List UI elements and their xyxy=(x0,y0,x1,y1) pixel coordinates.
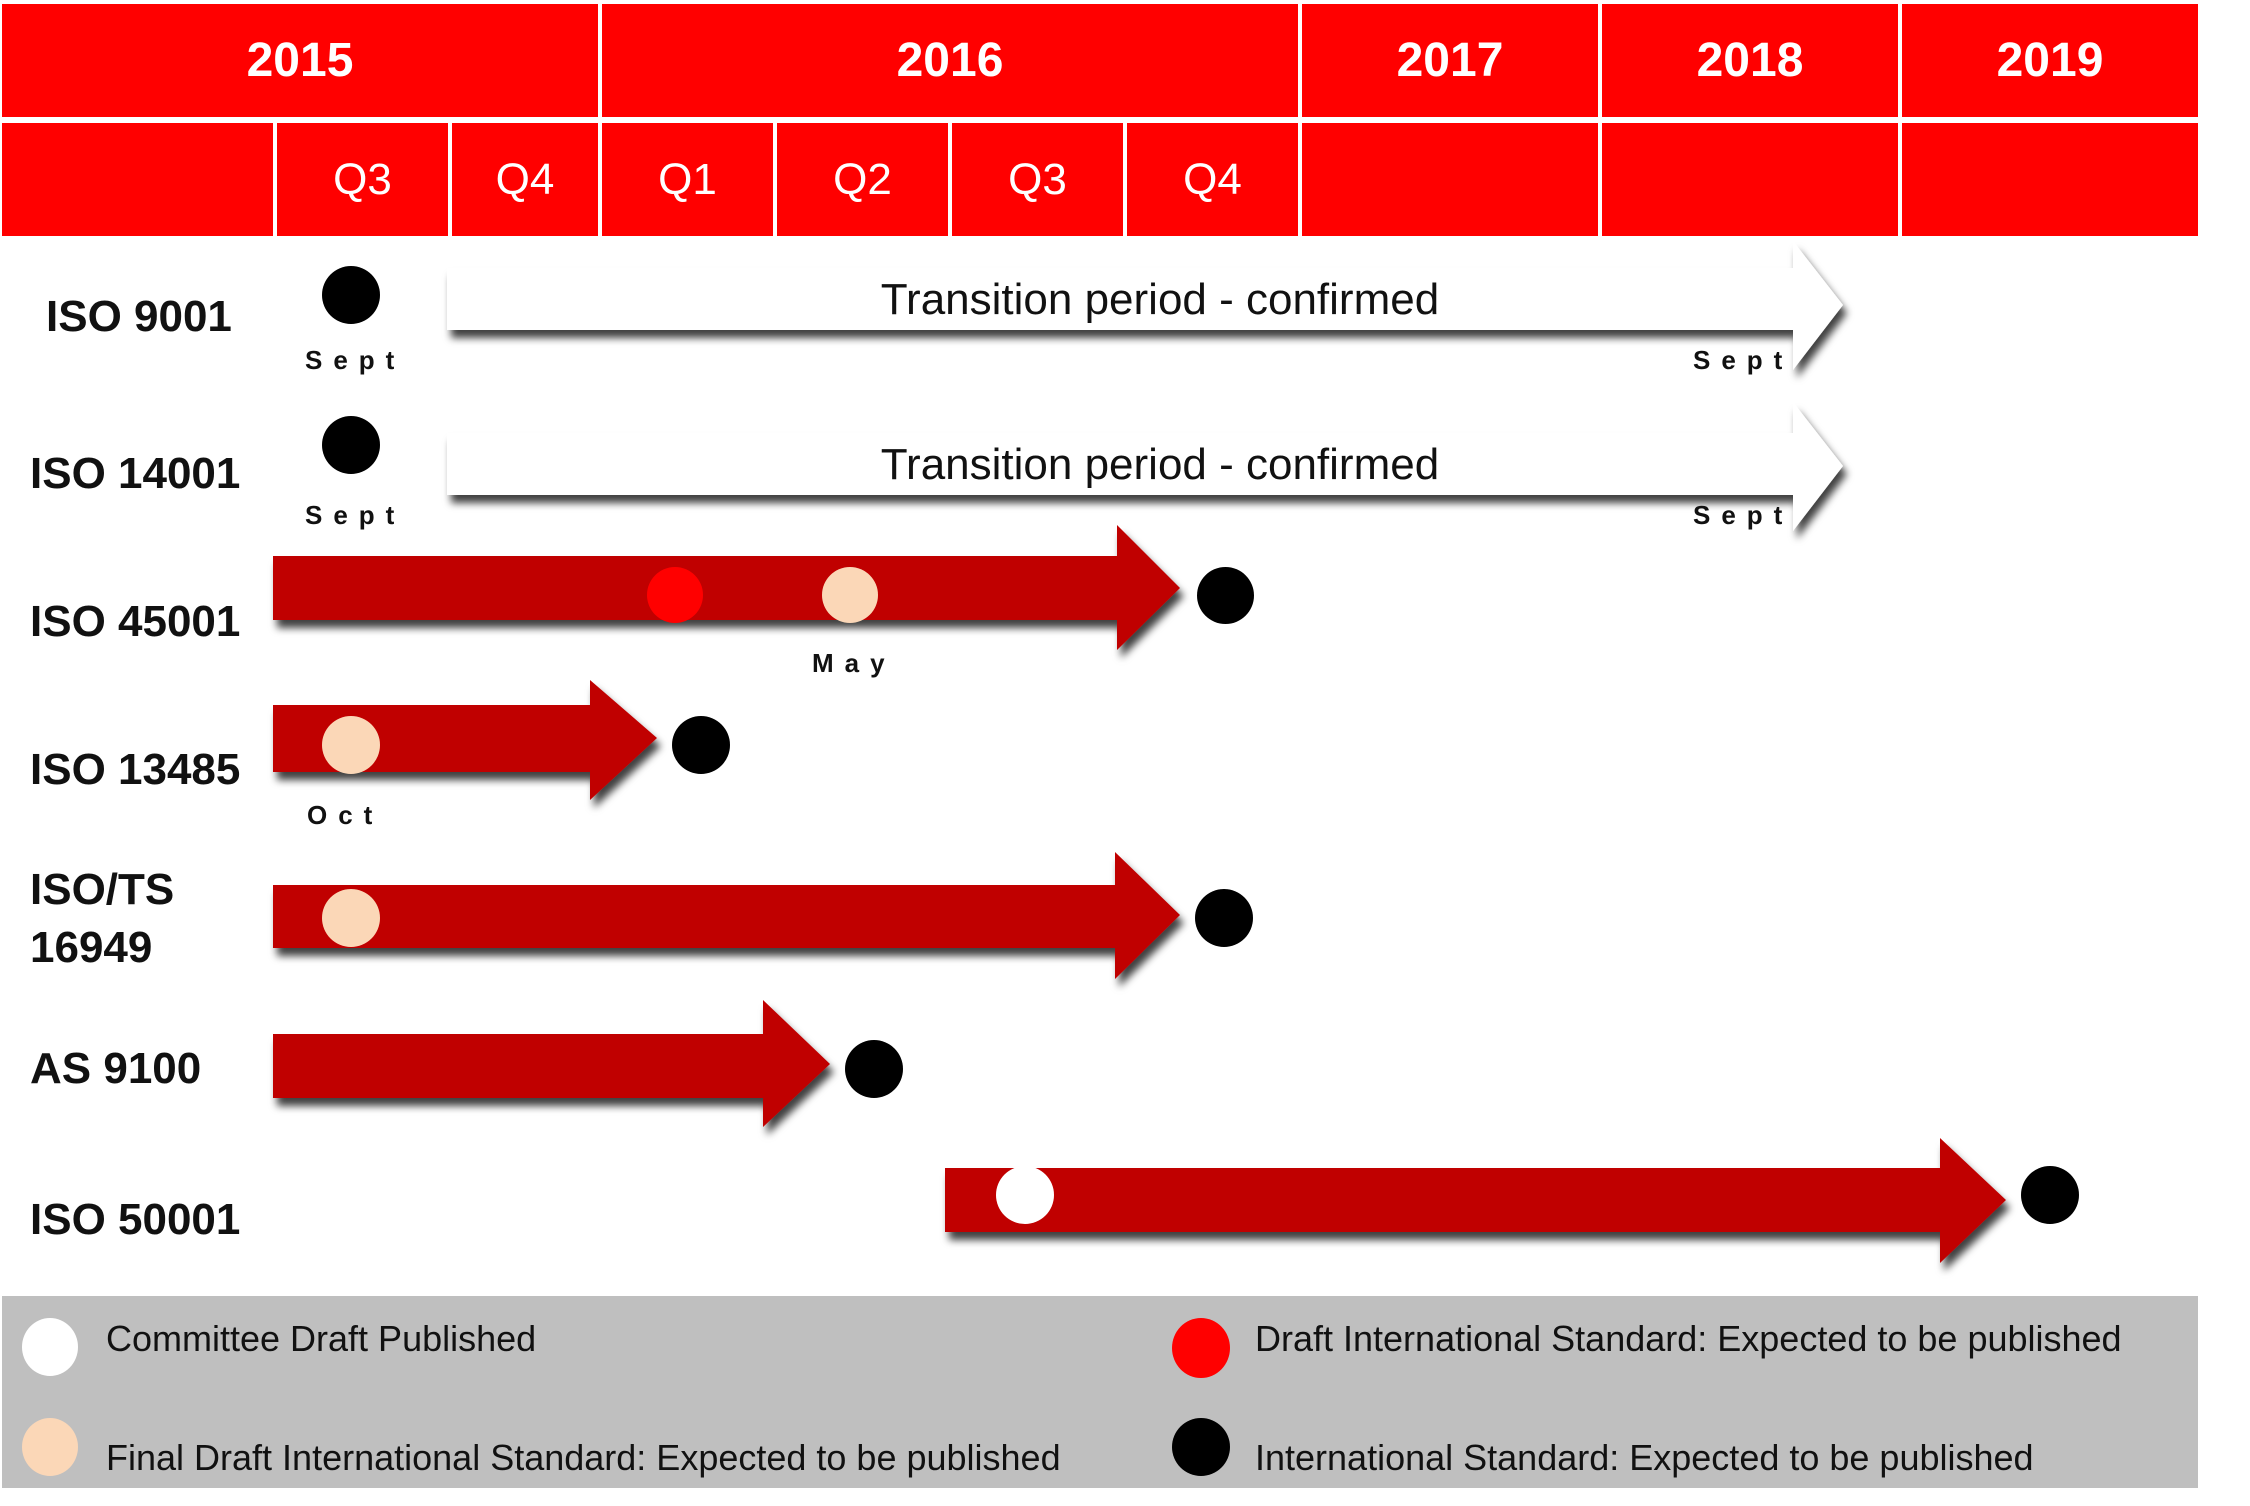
quarter-header-2016-q1: Q1 xyxy=(602,123,773,236)
legend-fdis-icon xyxy=(22,1418,78,1476)
dev-arrow-as-9100 xyxy=(273,1000,830,1127)
year-header-2018: 2018 xyxy=(1602,4,1898,117)
row-label-iso-13485: ISO 13485 xyxy=(30,744,241,794)
legend-fdis-label: Final Draft International Standard: Expe… xyxy=(106,1437,1061,1478)
fdis-dot-iso-13485 xyxy=(322,716,380,774)
quarter-header-2016-q3: Q3 xyxy=(952,123,1123,236)
row-label-iso-50001: ISO 50001 xyxy=(30,1195,241,1244)
quarter-header-2015-q3: Q3 xyxy=(277,123,448,236)
quarter-header-2016-q4: Q4 xyxy=(1127,123,1298,236)
transition-arrow-iso-9001 xyxy=(447,241,1843,370)
date-label-iso-9001-end: Sept xyxy=(1693,345,1794,375)
date-label-iso-13485: Oct xyxy=(307,800,384,830)
quarter-header-2017-blank xyxy=(1302,123,1598,236)
fdis-dot-iso-45001 xyxy=(822,567,878,623)
row-label-iso-9001: ISO 9001 xyxy=(46,292,232,341)
quarter-header-2016-q2: Q2 xyxy=(777,123,948,236)
legend-committee-draft-icon xyxy=(22,1318,78,1376)
dev-arrow-iso-13485 xyxy=(273,680,657,800)
legend-dis-icon xyxy=(1172,1318,1230,1378)
legend-is-icon xyxy=(1172,1418,1230,1476)
cd-dot-iso-50001 xyxy=(996,1166,1054,1224)
date-label-iso-45001: May xyxy=(812,648,896,678)
year-header-2019: 2019 xyxy=(1902,4,2198,117)
fdis-dot-iso-ts-16949 xyxy=(322,889,380,947)
row-label-line1: ISO/TS xyxy=(30,864,175,914)
quarter-header-2019-blank xyxy=(1902,123,2198,236)
dev-arrow-iso-ts-16949 xyxy=(273,852,1180,979)
quarter-header-2015-q4: Q4 xyxy=(452,123,598,236)
row-label-iso-45001: ISO 45001 xyxy=(30,597,241,646)
legend-dis-label: Draft International Standard: Expected t… xyxy=(1255,1318,2122,1359)
dev-arrow-iso-50001 xyxy=(945,1138,2006,1263)
dev-arrow-iso-45001 xyxy=(273,525,1180,650)
is-dot-iso-13485 xyxy=(672,716,730,774)
date-label-iso-14001-end: Sept xyxy=(1693,500,1794,530)
quarter-header-2018-blank xyxy=(1602,123,1898,236)
dis-dot-iso-45001 xyxy=(647,567,703,623)
year-header-2015: 2015 xyxy=(2,4,598,117)
date-label-iso-9001-start: Sept xyxy=(305,345,406,375)
is-dot-as-9100 xyxy=(845,1040,903,1098)
quarter-header-blank xyxy=(2,123,273,236)
transition-text-iso-9001: Transition period - confirmed xyxy=(880,275,1440,324)
row-label-line2: 16949 xyxy=(30,922,153,972)
row-label-as-9100: AS 9100 xyxy=(30,1044,202,1093)
is-dot-iso-ts-16949 xyxy=(1195,889,1253,947)
legend xyxy=(2,1296,2198,1488)
year-header-2016: 2016 xyxy=(602,4,1298,117)
is-dot-iso-50001 xyxy=(2021,1166,2079,1224)
is-published-dot-iso-14001 xyxy=(322,416,380,474)
year-header-2017: 2017 xyxy=(1302,4,1598,117)
date-label-iso-14001-start: Sept xyxy=(305,500,406,530)
legend-is-label: International Standard: Expected to be p… xyxy=(1255,1437,2034,1478)
transition-text-iso-14001: Transition period - confirmed xyxy=(880,440,1440,489)
legend-committee-draft-label: Committee Draft Published xyxy=(106,1318,537,1359)
is-published-dot-iso-9001 xyxy=(322,266,380,324)
transition-arrow-iso-14001 xyxy=(447,402,1843,531)
is-dot-iso-45001 xyxy=(1197,567,1254,624)
row-label-iso-ts-16949: ISO/TS 16949 xyxy=(0,847,273,990)
row-label-iso-14001: ISO 14001 xyxy=(30,448,241,498)
